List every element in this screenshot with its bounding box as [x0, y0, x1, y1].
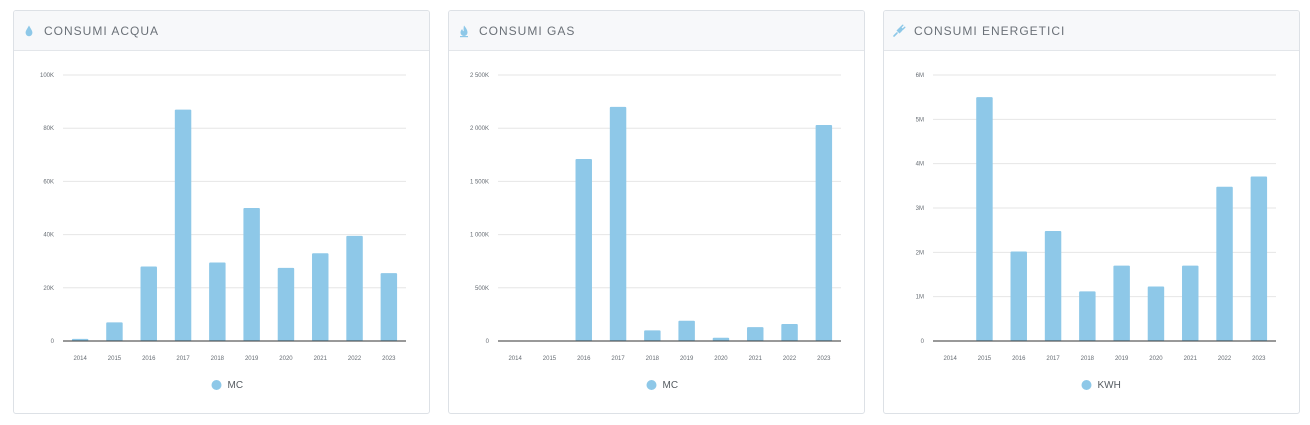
x-tick-label: 2015: [543, 356, 557, 362]
x-tick-label: 2019: [1115, 356, 1129, 362]
bar: [312, 253, 329, 341]
bar: [106, 322, 123, 341]
x-tick-label: 2015: [108, 356, 122, 362]
panel-header: CONSUMI GAS: [449, 11, 864, 51]
bar: [1216, 186, 1233, 341]
bar: [609, 106, 627, 341]
x-tick-label: 2022: [348, 356, 362, 362]
bar: [1113, 265, 1130, 341]
bar: [1010, 251, 1027, 341]
bar: [1044, 231, 1062, 341]
y-tick-label: 0: [486, 339, 490, 345]
x-tick-label: 2021: [1184, 356, 1198, 362]
x-tick-label: 2022: [783, 356, 797, 362]
bar: [71, 338, 89, 341]
panel-title: CONSUMI ENERGETICI: [914, 23, 1066, 38]
x-tick-label: 2016: [142, 356, 156, 362]
bar: [209, 262, 226, 341]
x-tick-label: 2020: [279, 356, 293, 362]
bar: [277, 267, 295, 341]
x-tick-label: 2022: [1218, 356, 1232, 362]
y-tick-label: 5M: [916, 117, 924, 123]
legend-marker: [1081, 380, 1092, 390]
y-tick-label: 80K: [43, 126, 54, 132]
x-tick-label: 2016: [1012, 356, 1026, 362]
x-tick-label: 2020: [714, 356, 728, 362]
bar-chart: 0 500K 1 000K 1 500K 2 000K 2 500K 2014 2015 201…: [470, 73, 841, 391]
x-tick-label: 2021: [314, 356, 328, 362]
legend-label: MC: [663, 380, 679, 391]
y-tick-label: 2M: [916, 250, 924, 256]
y-tick-label: 1 000K: [470, 233, 489, 239]
y-tick-label: 500K: [475, 286, 489, 292]
x-tick-label: 2014: [73, 356, 87, 362]
x-tick-label: 2017: [1046, 356, 1060, 362]
bar: [781, 323, 798, 341]
y-tick-label: 3M: [916, 206, 924, 212]
x-tick-label: 2020: [1149, 356, 1163, 362]
bar: [678, 320, 695, 341]
x-tick-label: 2023: [817, 356, 831, 362]
bar: [644, 330, 661, 341]
x-tick-label: 2017: [611, 356, 625, 362]
bar-chart: 0 1M 2M 3M 4M 5M 6M 2014 2015 2016 2017 2018 2019 202…: [916, 73, 1276, 391]
bar: [1079, 291, 1096, 341]
panel-header: CONSUMI ACQUA: [14, 11, 429, 51]
bar: [575, 159, 592, 341]
panel-water: CONSUMI ACQUA 0 20K 40K 60K 80K 100K 2014 2015 2…: [13, 10, 430, 414]
bar: [976, 97, 993, 341]
y-tick-label: 0: [51, 339, 55, 345]
panel-title: CONSUMI GAS: [479, 23, 576, 38]
panel-title: CONSUMI ACQUA: [44, 23, 160, 38]
y-tick-label: 2 500K: [470, 73, 489, 79]
legend-label: KWH: [1098, 380, 1121, 391]
y-tick-label: 20K: [43, 286, 54, 292]
panel-energy: CONSUMI ENERGETICI 0 1M 2M 3M 4M 5M 6M 2014 2015…: [883, 10, 1300, 414]
bar-chart: 0 20K 40K 60K 80K 100K 2014 2015 2016 2017 2018 201…: [40, 73, 406, 391]
bar: [1250, 176, 1268, 341]
x-tick-label: 2016: [577, 356, 591, 362]
panel-gas: CONSUMI GAS 0 500K 1 000K 1 500K 2 000K 2 500…: [448, 10, 865, 414]
y-tick-label: 100K: [40, 73, 54, 79]
bar: [1182, 265, 1199, 341]
y-tick-label: 0: [921, 339, 925, 345]
y-tick-label: 4M: [916, 162, 924, 168]
plug-icon: [892, 24, 906, 38]
x-tick-label: 2023: [1252, 356, 1266, 362]
x-tick-label: 2019: [245, 356, 259, 362]
x-tick-label: 2014: [943, 356, 957, 362]
y-tick-label: 2 000K: [470, 126, 489, 132]
x-tick-label: 2019: [680, 356, 694, 362]
y-tick-label: 60K: [43, 179, 54, 185]
x-tick-label: 2021: [749, 356, 763, 362]
bar: [346, 235, 363, 341]
bar: [140, 266, 157, 341]
water-drop-icon: [22, 24, 36, 38]
x-tick-label: 2018: [211, 356, 225, 362]
x-tick-label: 2018: [1081, 356, 1095, 362]
bar: [747, 327, 764, 341]
x-tick-label: 2014: [508, 356, 522, 362]
x-tick-label: 2018: [646, 356, 660, 362]
bar: [174, 109, 192, 341]
flame-icon: [457, 24, 471, 38]
y-tick-label: 1M: [916, 295, 924, 301]
legend-label: MC: [228, 380, 244, 391]
x-tick-label: 2015: [978, 356, 992, 362]
legend-marker: [646, 380, 657, 390]
y-tick-label: 1 500K: [470, 179, 489, 185]
bar: [243, 208, 260, 341]
bar: [815, 125, 833, 342]
bar: [1147, 286, 1165, 341]
y-tick-label: 6M: [916, 73, 924, 79]
x-tick-label: 2023: [382, 356, 396, 362]
panel-header: CONSUMI ENERGETICI: [884, 11, 1299, 51]
legend-marker: [211, 380, 222, 390]
y-tick-label: 40K: [43, 233, 54, 239]
x-tick-label: 2017: [176, 356, 190, 362]
bar: [712, 337, 730, 341]
bar: [380, 273, 398, 341]
